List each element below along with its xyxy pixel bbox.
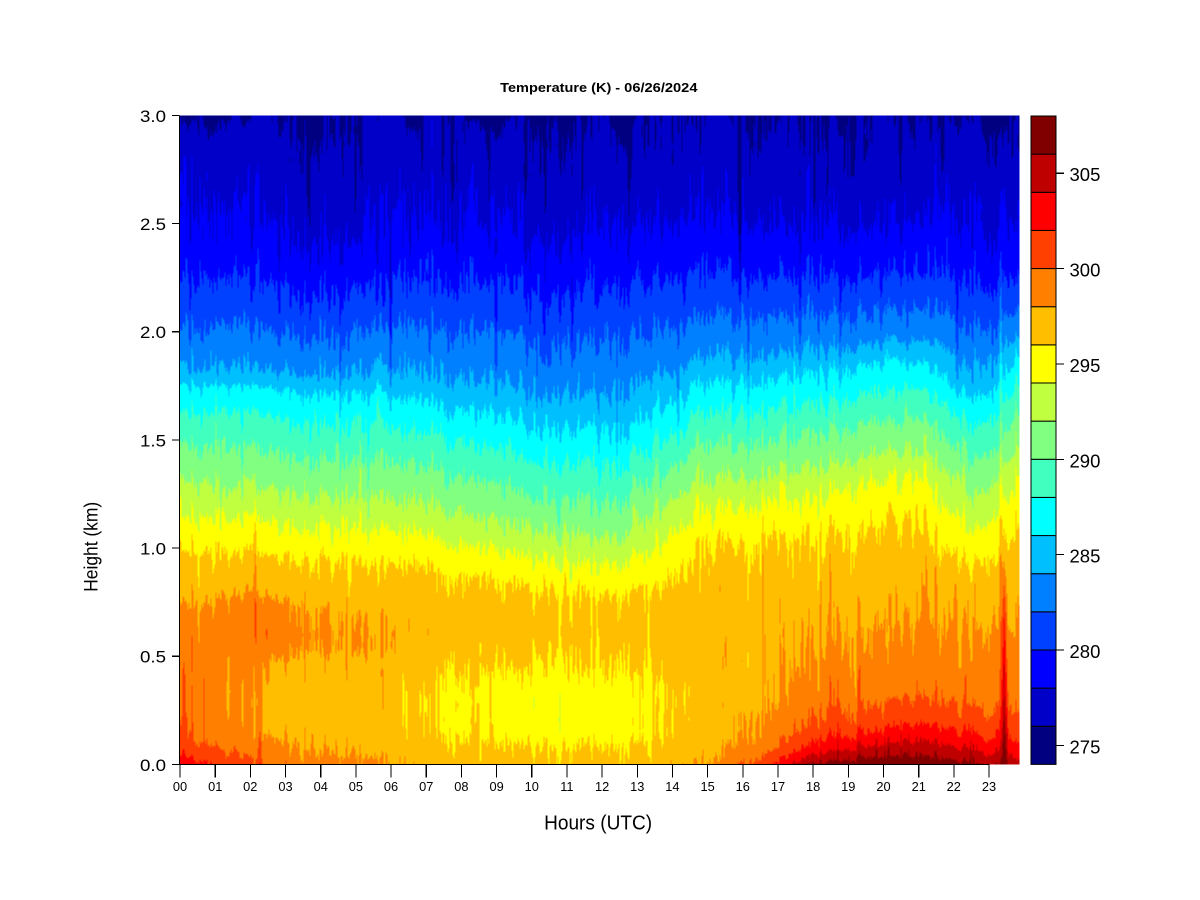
- svg-text:05: 05: [349, 779, 363, 794]
- svg-text:2.0: 2.0: [140, 324, 166, 342]
- svg-text:275: 275: [1070, 736, 1101, 757]
- svg-text:01: 01: [208, 779, 222, 794]
- svg-text:02: 02: [243, 779, 257, 794]
- svg-text:20: 20: [876, 779, 890, 794]
- svg-text:1.5: 1.5: [140, 432, 166, 450]
- svg-text:04: 04: [314, 779, 328, 794]
- svg-text:21: 21: [912, 779, 926, 794]
- svg-text:0.5: 0.5: [140, 649, 166, 667]
- svg-text:280: 280: [1070, 641, 1101, 662]
- svg-text:Height (km): Height (km): [82, 502, 103, 592]
- svg-text:10: 10: [525, 779, 539, 794]
- svg-text:0.0: 0.0: [140, 757, 166, 775]
- svg-text:00: 00: [173, 779, 187, 794]
- svg-text:18: 18: [806, 779, 820, 794]
- svg-text:07: 07: [419, 779, 433, 794]
- svg-text:15: 15: [700, 779, 714, 794]
- svg-text:1.0: 1.0: [140, 541, 166, 559]
- svg-text:19: 19: [841, 779, 855, 794]
- svg-text:17: 17: [771, 779, 785, 794]
- svg-text:09: 09: [489, 779, 503, 794]
- svg-text:06: 06: [384, 779, 398, 794]
- svg-text:3.0: 3.0: [140, 108, 166, 126]
- svg-text:13: 13: [630, 779, 644, 794]
- svg-text:2.5: 2.5: [140, 216, 166, 234]
- svg-text:Temperature (K) - 06/26/2024: Temperature (K) - 06/26/2024: [500, 80, 698, 95]
- svg-text:03: 03: [278, 779, 292, 794]
- svg-text:16: 16: [736, 779, 750, 794]
- svg-text:Hours (UTC): Hours (UTC): [544, 812, 652, 834]
- svg-text:300: 300: [1070, 260, 1101, 281]
- svg-text:12: 12: [595, 779, 609, 794]
- svg-text:08: 08: [454, 779, 468, 794]
- svg-text:14: 14: [665, 779, 679, 794]
- svg-text:290: 290: [1070, 450, 1101, 471]
- svg-text:11: 11: [560, 779, 573, 794]
- svg-text:22: 22: [947, 779, 961, 794]
- svg-text:295: 295: [1070, 355, 1101, 376]
- svg-text:285: 285: [1070, 546, 1101, 567]
- svg-text:305: 305: [1070, 164, 1101, 185]
- svg-text:23: 23: [982, 779, 996, 794]
